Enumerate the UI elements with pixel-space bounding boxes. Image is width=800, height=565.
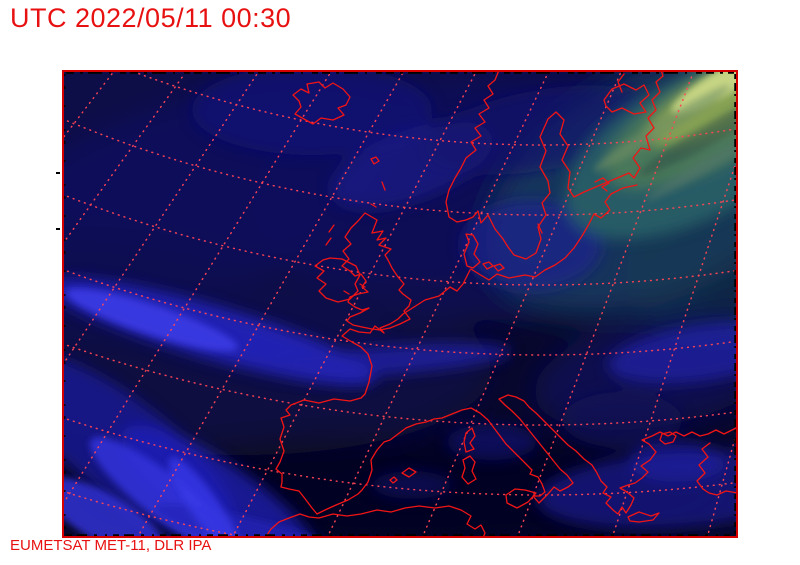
- coast-iceland: [292, 81, 351, 125]
- coast-russian-lakes: [594, 73, 650, 192]
- coast-ireland: [314, 257, 361, 303]
- coast-continental-europe: [275, 269, 738, 515]
- coast-scandinavia: [445, 70, 664, 260]
- coast-hebrides: [325, 181, 386, 246]
- coast-north-africa: [264, 505, 486, 538]
- coast-crete: [627, 511, 660, 523]
- coastlines: [264, 70, 738, 538]
- satellite-image: [62, 70, 738, 538]
- coast-faroe: [370, 156, 380, 165]
- coast-balearics: [389, 467, 417, 484]
- coast-turkey: [696, 442, 738, 496]
- coast-great-britain: [341, 212, 412, 331]
- coast-anatolia-lake: [659, 431, 677, 445]
- coast-denmark: [463, 233, 481, 269]
- satellite-map: [62, 70, 738, 538]
- coast-danish-isles: [482, 223, 543, 272]
- timestamp-title: UTC 2022/05/11 00:30: [10, 3, 292, 33]
- coast-isle-of-man: [343, 283, 366, 295]
- attribution-caption: EUMETSAT MET-11, DLR IPA: [10, 537, 212, 554]
- coast-baltic-south: [470, 184, 638, 281]
- left-axis-tick: [56, 172, 60, 174]
- edge-artifacts: [63, 71, 737, 537]
- coast-sardinia: [461, 455, 477, 485]
- left-axis-tick: [56, 228, 60, 230]
- graticule: [62, 70, 738, 538]
- coast-corsica: [463, 427, 476, 453]
- map-border: [62, 70, 738, 538]
- coast-sicily: [505, 488, 537, 509]
- cloud-layer-mid: [62, 70, 738, 538]
